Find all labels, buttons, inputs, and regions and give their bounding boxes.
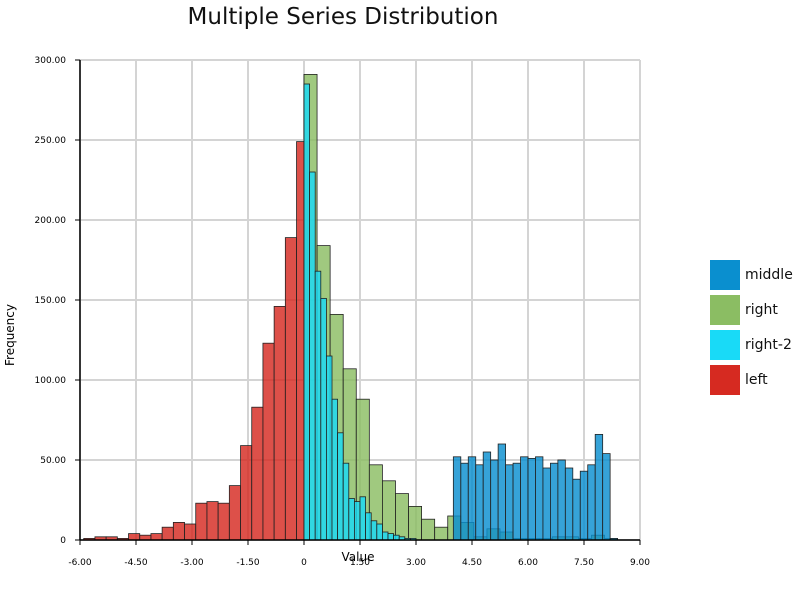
bar-middle-16 — [572, 478, 581, 541]
legend-swatch-middle — [710, 260, 740, 290]
bar-middle-17 — [579, 470, 589, 541]
bar-middle-9 — [520, 456, 529, 541]
legend-item-left[interactable]: left — [710, 365, 793, 395]
bar-middle-19 — [594, 433, 604, 541]
x-tick-label-5: 1.50 — [350, 558, 370, 568]
bar-left-11 — [206, 501, 219, 541]
x-tick-label-8: 6.00 — [518, 558, 538, 568]
legend-label-right: right — [745, 302, 778, 318]
bar-left-4 — [128, 533, 141, 541]
bar-right-2-8 — [348, 497, 355, 541]
bar-right-8 — [408, 505, 422, 541]
tick-labels: -6.00 -4.50 -3.00 -1.50 0 1.50 3.00 4.50 6.00 7.5… — [35, 56, 651, 568]
bar-middle-2 — [467, 456, 477, 541]
series-left — [83, 141, 309, 541]
bar-right-2-2 — [314, 270, 322, 541]
bar-left-6 — [150, 533, 163, 541]
x-tick-label-3: -1.50 — [236, 558, 260, 568]
y-tick-label-1: 50.00 — [40, 456, 66, 466]
bar-right-2-6 — [337, 432, 344, 541]
legend-label-left: left — [745, 372, 768, 388]
legend-item-right[interactable]: right — [710, 295, 793, 325]
bar-middle-6 — [497, 443, 506, 541]
x-tick-label-4: 0 — [301, 558, 307, 568]
legend-label-right-2: right-2 — [745, 337, 792, 353]
bar-right-2-14 — [381, 531, 389, 541]
bar-right-2-5 — [331, 398, 338, 541]
x-tick-label-1: -4.50 — [124, 558, 148, 568]
x-tick-label-6: 3.00 — [406, 558, 426, 568]
legend-item-right-2[interactable]: right-2 — [710, 330, 793, 360]
bar-middle-14 — [557, 459, 566, 541]
bar-left-16 — [262, 342, 275, 541]
bar-middle-7 — [505, 464, 514, 541]
legend: middle right right-2 left — [710, 260, 793, 400]
chart-title: Multiple Series Distribution — [187, 4, 499, 30]
bar-right-9 — [421, 518, 436, 541]
legend-swatch-right-2 — [710, 330, 740, 360]
series-middle — [452, 433, 619, 541]
bar-right-2-0 — [303, 83, 310, 541]
bar-right-2-3 — [320, 297, 327, 541]
bar-left-8 — [172, 522, 185, 541]
bar-middle-12 — [542, 467, 551, 541]
x-tick-label-2: -3.00 — [180, 558, 204, 568]
y-tick-label-5: 250.00 — [35, 136, 67, 146]
bar-middle-20 — [602, 453, 611, 541]
y-tick-label-6: 300.00 — [35, 56, 67, 66]
bar-left-15 — [251, 406, 264, 541]
bar-right-2-9 — [353, 501, 361, 541]
y-axis-label: Frequency — [3, 304, 17, 366]
series-right-2 — [303, 83, 417, 541]
bar-right-2-15 — [387, 533, 394, 541]
bar-right-7 — [395, 493, 409, 541]
bar-middle-10 — [527, 457, 536, 541]
x-tick-label-7: 4.50 — [462, 558, 482, 568]
bar-middle-8 — [512, 462, 521, 541]
bar-middle-4 — [482, 451, 492, 541]
bar-right-2-13 — [376, 523, 383, 541]
y-tick-label-2: 100.00 — [35, 376, 67, 386]
bar-left-12 — [217, 502, 230, 541]
bar-right-2-11 — [365, 512, 372, 541]
x-tick-label-9: 7.50 — [574, 558, 594, 568]
legend-item-middle[interactable]: middle — [710, 260, 793, 290]
bar-middle-15 — [564, 467, 574, 541]
bar-left-9 — [184, 523, 197, 541]
bar-right-2-7 — [342, 462, 350, 541]
x-tick-label-0: -6.00 — [68, 558, 92, 568]
bar-left-18 — [284, 237, 297, 541]
bar-right-10 — [434, 526, 449, 541]
bar-middle-1 — [460, 462, 469, 541]
bar-right-2-4 — [325, 355, 333, 541]
y-tick-label-4: 200.00 — [35, 216, 67, 226]
bar-middle-18 — [587, 464, 596, 541]
legend-label-middle: middle — [745, 267, 793, 283]
bar-left-14 — [240, 445, 253, 541]
bar-middle-0 — [452, 456, 462, 541]
bar-left-10 — [195, 502, 208, 541]
bar-middle-13 — [550, 462, 559, 541]
bar-right-2-10 — [359, 496, 366, 541]
bar-middle-3 — [475, 464, 484, 541]
y-tick-label-3: 150.00 — [35, 296, 67, 306]
bar-left-7 — [161, 526, 174, 541]
bar-left-17 — [273, 305, 286, 541]
bar-right-2-12 — [370, 520, 378, 541]
bars-layer — [83, 74, 619, 541]
bar-middle-11 — [535, 456, 544, 541]
legend-swatch-left — [710, 365, 740, 395]
x-tick-label-10: 9.00 — [630, 558, 650, 568]
x-axis-label: Value — [342, 550, 375, 564]
bar-middle-5 — [490, 459, 499, 541]
legend-swatch-right — [710, 295, 740, 325]
bar-left-13 — [228, 485, 241, 541]
y-tick-label-0: 0 — [60, 536, 66, 546]
bar-right-2-1 — [309, 171, 316, 541]
bar-right-6 — [381, 480, 396, 541]
